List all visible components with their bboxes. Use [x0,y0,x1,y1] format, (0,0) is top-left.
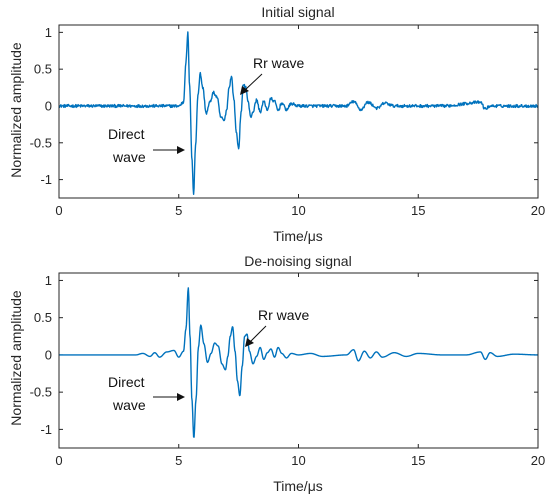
y-tick-label: 0 [45,347,52,362]
annotation-direct-wave: Direct wave [108,374,148,413]
x-tick-label: 10 [291,203,305,218]
x-tick-label: 20 [531,203,545,218]
signal-line-initial [58,31,539,195]
ticks [58,25,539,198]
y-tick-label: 0 [45,98,52,113]
tick-labels: 0 5 10 15 20 1 0.5 0 -0.5 -1 [30,273,546,468]
x-tick-label: 5 [175,203,182,218]
y-tick-label: -1 [40,422,52,437]
arrow-head-direct-wave [177,146,185,154]
annotation-rr-wave: Rr wave [258,307,310,323]
annotation-direct-wave: Direct wave [108,126,148,165]
panel-title: De-noising signal [244,253,351,269]
arrow-head-rr-wave [240,86,249,95]
panel-initial-signal: Initial signal Normalized amplitude Time… [8,4,545,244]
x-axis-label: Time/μs [273,228,323,244]
annotation-rr-wave: Rr wave [253,55,305,71]
x-tick-label: 5 [175,453,182,468]
x-tick-label: 15 [411,203,425,218]
y-tick-label: 1 [45,25,52,40]
y-tick-label: -1 [40,172,52,187]
axes-box [58,24,539,199]
arrow-head-rr-wave [245,338,254,347]
x-tick-label: 20 [531,453,545,468]
ticks [58,273,539,448]
y-tick-label: 1 [45,273,52,288]
tick-labels: 0 5 10 15 20 1 0.5 0 -0.5 -1 [30,25,546,218]
panel-title: Initial signal [261,4,334,20]
x-tick-label: 0 [55,453,62,468]
x-axis-label: Time/μs [273,478,323,494]
axes-box [58,272,539,449]
y-tick-label: -0.5 [30,135,52,150]
x-tick-label: 10 [291,453,305,468]
y-tick-label: 0.5 [34,62,52,77]
y-axis-label: Normalized amplitude [8,290,24,426]
y-axis-label: Normalized amplitude [8,42,24,178]
y-tick-label: -0.5 [30,385,52,400]
arrow-head-direct-wave [177,393,185,401]
signal-line-denoised [58,287,539,438]
x-tick-label: 0 [55,203,62,218]
y-tick-label: 0.5 [34,310,52,325]
x-tick-label: 15 [411,453,425,468]
panel-denoising-signal: De-noising signal Normalized amplitude T… [8,253,545,494]
arrow-rr-wave [248,325,267,344]
arrow-rr-wave [243,73,263,92]
